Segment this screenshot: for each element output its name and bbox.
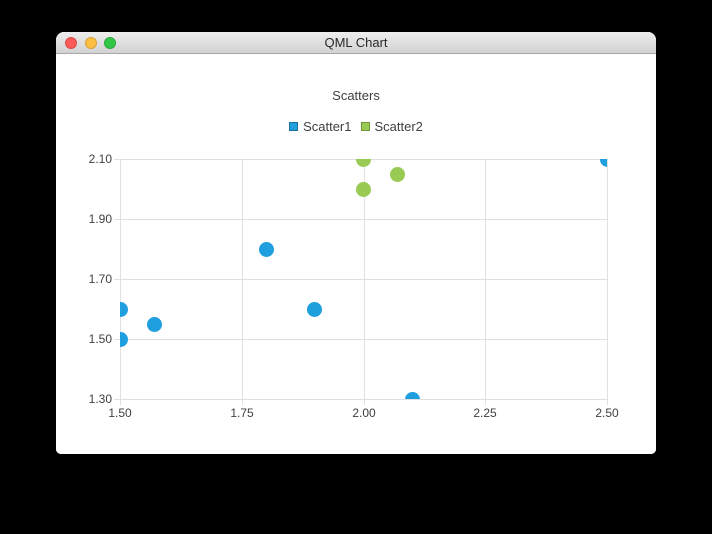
y-axis-tick-label: 1.30: [88, 392, 112, 406]
chart-area: Scatters Scatter1 Scatter2 2.10 1.90 1.70 1.…: [56, 54, 656, 454]
scatter-point-scatter1: [120, 301, 128, 317]
minimize-button[interactable]: [85, 37, 97, 49]
legend-marker-icon: [289, 121, 299, 131]
chart-legend: Scatter1 Scatter2: [56, 118, 656, 134]
y-axis-tick-label: 1.90: [88, 212, 112, 226]
gridline-vertical: [607, 159, 608, 405]
title-bar[interactable]: QML Chart: [56, 32, 656, 54]
scatter-point-scatter2: [356, 159, 371, 167]
scatter-point-scatter2: [390, 166, 406, 182]
zoom-button[interactable]: [104, 37, 116, 49]
x-axis-tick-label: 2.50: [595, 406, 619, 420]
scatter-point-scatter1: [258, 241, 274, 257]
scatter-point-scatter1: [307, 301, 323, 317]
legend-marker-icon: [360, 121, 370, 131]
legend-item-scatter2: Scatter2: [360, 118, 423, 134]
gridline-horizontal: [114, 279, 607, 280]
legend-label: Scatter2: [374, 118, 423, 134]
x-axis-tick-label: 2.00: [352, 406, 376, 420]
scatter-point-scatter2: [356, 181, 371, 197]
x-axis-tick-label: 2.25: [473, 406, 497, 420]
gridline-vertical: [485, 159, 486, 405]
scatter-point-scatter1: [120, 331, 128, 347]
legend-item-scatter1: Scatter1: [289, 118, 352, 134]
gridline-horizontal: [114, 339, 607, 340]
legend-label: Scatter1: [303, 118, 352, 134]
chart-title: Scatters: [332, 88, 380, 103]
gridline-horizontal: [114, 219, 607, 220]
scatter-point-scatter1: [404, 391, 420, 399]
gridline-vertical: [120, 159, 121, 405]
close-button[interactable]: [65, 37, 77, 49]
y-axis-tick-label: 1.70: [88, 272, 112, 286]
y-axis-tick-label: 2.10: [88, 152, 112, 166]
gridline-horizontal: [114, 399, 607, 400]
y-axis-tick-label: 1.50: [88, 332, 112, 346]
gridline-vertical: [364, 159, 365, 405]
plot-area: [120, 159, 607, 399]
scatter-point-scatter1: [599, 159, 607, 167]
x-axis-tick-label: 1.50: [108, 406, 132, 420]
window-title: QML Chart: [324, 35, 388, 50]
gridline-vertical: [242, 159, 243, 405]
x-axis-tick-label: 1.75: [230, 406, 254, 420]
app-window: QML Chart Scatters Scatter1 Scatter2 2.10…: [56, 32, 656, 454]
scatter-point-scatter1: [146, 316, 162, 332]
